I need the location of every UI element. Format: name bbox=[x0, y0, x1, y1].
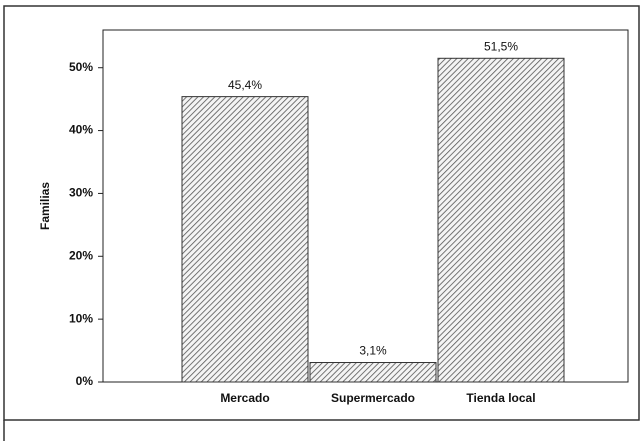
bar bbox=[181, 96, 309, 383]
y-tick-label: 40% bbox=[69, 123, 93, 137]
bar bbox=[309, 362, 437, 383]
x-tick-label: Tienda local bbox=[466, 391, 535, 405]
data-label: 45,4% bbox=[228, 78, 262, 92]
y-tick-label: 50% bbox=[69, 60, 93, 74]
bar bbox=[437, 57, 565, 383]
y-tick-label: 30% bbox=[69, 186, 93, 200]
y-tick-label: 0% bbox=[76, 374, 94, 388]
y-axis-label: Familias bbox=[38, 182, 52, 230]
data-label: 3,1% bbox=[359, 344, 387, 358]
y-tick-label: 10% bbox=[69, 311, 93, 325]
data-label: 51,5% bbox=[484, 39, 518, 53]
frame bbox=[3, 5, 640, 421]
y-tick-label: 20% bbox=[69, 248, 93, 262]
x-tick-label: Supermercado bbox=[331, 391, 415, 405]
x-tick-label: Mercado bbox=[220, 391, 269, 405]
